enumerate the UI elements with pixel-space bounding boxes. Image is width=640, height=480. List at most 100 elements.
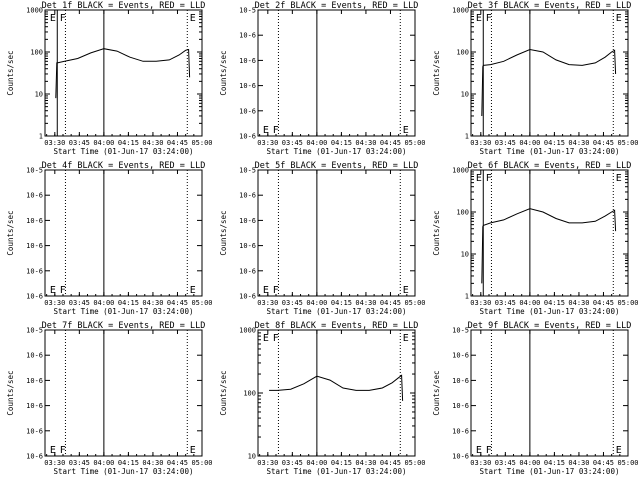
panel-title: Det 4f BLACK = Events, RED = LLD <box>42 161 206 171</box>
y-tick-label: 10 <box>248 453 256 461</box>
x-tick-label: 03:30 <box>257 299 278 307</box>
marker-f: F <box>60 445 66 456</box>
y-tick-label: 10-6 <box>239 107 256 115</box>
marker-f: F <box>486 445 492 456</box>
panel-title: Det 9f BLACK = Events, RED = LLD <box>468 321 632 331</box>
x-tick-label: 04:00 <box>519 299 540 307</box>
x-tick-label: 03:45 <box>495 139 516 147</box>
x-tick-label: 04:15 <box>118 299 139 307</box>
marker-f: F <box>273 333 279 344</box>
y-axis-label: Counts/sec <box>432 50 441 95</box>
x-tick-label: 04:00 <box>306 139 327 147</box>
x-tick-label: 05:00 <box>404 459 425 467</box>
y-tick-label: 10 <box>35 91 43 99</box>
x-tick-label: 03:45 <box>495 459 516 467</box>
x-tick-label: 04:00 <box>93 139 114 147</box>
x-axis-label: Start Time (01-Jun-17 03:24:00) <box>480 307 620 316</box>
marker-e: E <box>50 13 56 24</box>
marker-e: E <box>190 285 196 296</box>
y-tick-label: 1000 <box>452 167 469 175</box>
x-tick-label: 04:15 <box>331 459 352 467</box>
x-tick-label: 05:00 <box>191 299 212 307</box>
y-tick-label: 10-6 <box>26 293 43 301</box>
marker-e: E <box>403 285 409 296</box>
x-tick-label: 05:00 <box>191 459 212 467</box>
x-tick-label: 04:30 <box>142 299 163 307</box>
y-tick-label: 10-6 <box>26 192 43 200</box>
x-tick-label: 03:30 <box>44 139 65 147</box>
x-axis-label: Start Time (01-Jun-17 03:24:00) <box>267 147 407 156</box>
marker-f: F <box>273 125 279 136</box>
marker-f: F <box>60 285 66 296</box>
x-tick-label: 04:30 <box>142 459 163 467</box>
x-tick-label: 04:45 <box>167 299 188 307</box>
y-tick-label: 1 <box>39 133 43 141</box>
x-tick-label: 03:30 <box>44 459 65 467</box>
marker-e: E <box>190 13 196 24</box>
y-axis-label: Counts/sec <box>219 50 228 95</box>
y-axis-label: Counts/sec <box>6 370 15 415</box>
y-tick-label: 1000 <box>239 327 256 335</box>
y-tick-label: 10-6 <box>239 57 256 65</box>
marker-e: E <box>263 125 269 136</box>
x-tick-label: 04:00 <box>519 459 540 467</box>
plot-frame <box>44 329 203 457</box>
x-tick-label: 04:45 <box>593 139 614 147</box>
y-tick-label: 10-6 <box>239 242 256 250</box>
panel-title: Det 1f BLACK = Events, RED = LLD <box>42 1 206 11</box>
x-axis-label: Start Time (01-Jun-17 03:24:00) <box>267 307 407 316</box>
x-tick-label: 03:45 <box>282 139 303 147</box>
y-tick-label: 10-6 <box>239 192 256 200</box>
panel-det-8: Det 8f BLACK = Events, RED = LLD 03:30 03:… <box>219 321 426 476</box>
panel-title: Det 6f BLACK = Events, RED = LLD <box>468 161 632 171</box>
panel-det-2: Det 2f BLACK = Events, RED = LLD 03:30 03:… <box>219 1 426 156</box>
y-tick-label: 10-5 <box>239 167 256 175</box>
y-tick-label: 10-6 <box>239 267 256 275</box>
panel-det-6: Det 6f BLACK = Events, RED = LLD 03:30 03:… <box>432 161 639 316</box>
x-axis-label: Start Time (01-Jun-17 03:24:00) <box>54 307 194 316</box>
plot-frame <box>257 9 416 137</box>
x-axis-label: Start Time (01-Jun-17 03:24:00) <box>480 467 620 476</box>
y-tick-label: 10-5 <box>26 327 43 335</box>
x-tick-label: 04:45 <box>380 459 401 467</box>
y-tick-label: 100 <box>456 209 469 217</box>
y-tick-label: 10 <box>461 91 469 99</box>
marker-e: E <box>50 445 56 456</box>
x-axis-label: Start Time (01-Jun-17 03:24:00) <box>54 467 194 476</box>
y-tick-label: 100 <box>243 390 256 398</box>
x-tick-label: 04:00 <box>306 459 327 467</box>
x-tick-label: 03:45 <box>282 299 303 307</box>
plot-frame <box>44 169 203 297</box>
x-tick-label: 04:45 <box>380 139 401 147</box>
y-tick-label: 10-6 <box>26 242 43 250</box>
marker-e: E <box>403 125 409 136</box>
x-tick-label: 04:45 <box>167 459 188 467</box>
y-tick-label: 10-5 <box>452 327 469 335</box>
x-tick-label: 04:45 <box>380 299 401 307</box>
y-tick-label: 10-6 <box>26 402 43 410</box>
marker-e: E <box>476 13 482 24</box>
y-tick-label: 10-6 <box>26 217 43 225</box>
events-series-line <box>269 374 404 401</box>
marker-e: E <box>476 173 482 184</box>
x-tick-label: 04:15 <box>331 299 352 307</box>
y-tick-label: 10-6 <box>26 267 43 275</box>
y-tick-label: 10-6 <box>239 82 256 90</box>
x-tick-label: 03:45 <box>282 459 303 467</box>
x-tick-label: 03:30 <box>470 299 491 307</box>
x-tick-label: 04:45 <box>167 139 188 147</box>
events-series-line <box>481 48 617 117</box>
plot-frame <box>44 9 203 137</box>
y-tick-label: 10-5 <box>239 7 256 15</box>
x-axis-label: Start Time (01-Jun-17 03:24:00) <box>54 147 194 156</box>
x-tick-label: 04:15 <box>118 139 139 147</box>
marker-f: F <box>273 285 279 296</box>
y-axis-label: Counts/sec <box>6 210 15 255</box>
y-tick-label: 10-6 <box>26 427 43 435</box>
y-axis-label: Counts/sec <box>219 370 228 415</box>
events-series-line <box>55 48 191 99</box>
x-tick-label: 04:15 <box>544 459 565 467</box>
panel-det-9: Det 9f BLACK = Events, RED = LLD 03:30 03:… <box>432 321 639 476</box>
y-tick-label: 10 <box>461 251 469 259</box>
plot-frame <box>257 329 416 457</box>
